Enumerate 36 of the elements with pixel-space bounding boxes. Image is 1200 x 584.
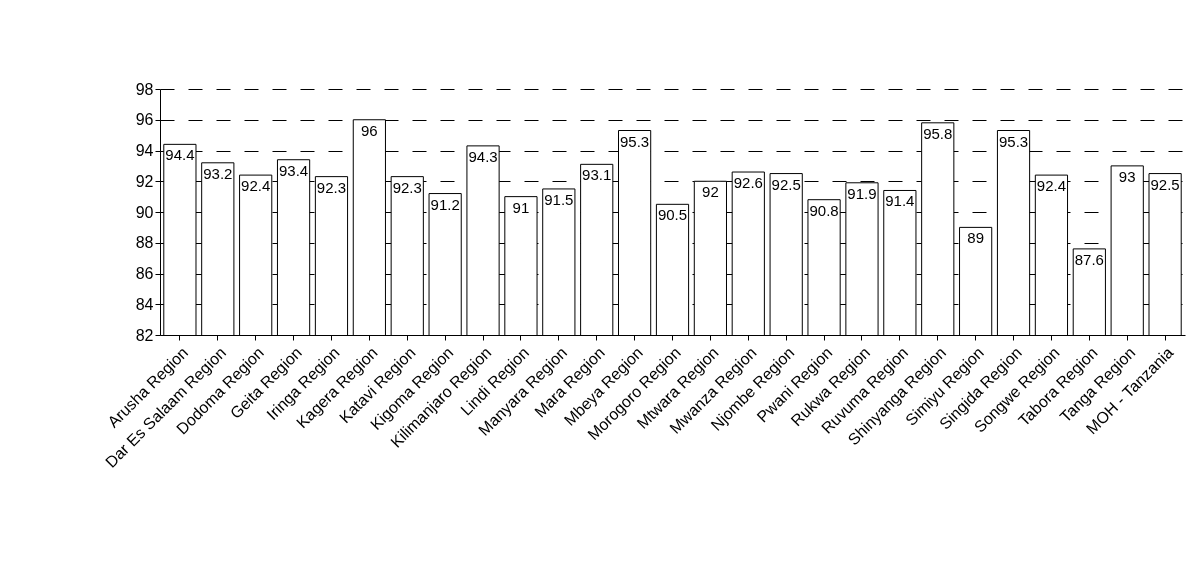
y-tick-label: 82 bbox=[135, 326, 154, 344]
data-label: 93.4 bbox=[278, 161, 309, 179]
y-tick-label: 94 bbox=[135, 142, 154, 159]
y-tick-label: 84 bbox=[135, 295, 154, 313]
y-tick-label: 92 bbox=[135, 172, 154, 190]
y-tick-label: 90 bbox=[135, 203, 154, 221]
data-label: 90.8 bbox=[809, 201, 839, 219]
data-label: 96 bbox=[361, 121, 378, 139]
data-label: 89 bbox=[967, 229, 984, 247]
data-label: 91.9 bbox=[847, 184, 877, 202]
data-label: 92.5 bbox=[771, 175, 801, 193]
y-tick-label: 86 bbox=[135, 265, 154, 282]
y-tick-label: 98 bbox=[135, 80, 154, 98]
y-tick-label: 96 bbox=[135, 111, 154, 129]
data-label: 92.6 bbox=[733, 174, 763, 192]
data-label: 94.3 bbox=[468, 147, 498, 165]
data-label: 93.1 bbox=[582, 166, 612, 184]
data-label: 95.3 bbox=[998, 132, 1029, 150]
data-label: 92.3 bbox=[316, 178, 347, 196]
data-label: 90.5 bbox=[657, 206, 688, 224]
data-label: 94.4 bbox=[165, 146, 195, 164]
data-label: 93 bbox=[1118, 167, 1136, 185]
data-label: 93.2 bbox=[203, 164, 233, 182]
data-label: 92.4 bbox=[241, 177, 271, 195]
data-label: 87.6 bbox=[1074, 250, 1104, 268]
data-label: 91.4 bbox=[885, 192, 915, 210]
data-label: 92.4 bbox=[1036, 177, 1067, 195]
data-label: 95.8 bbox=[923, 124, 953, 142]
data-label: 95.3 bbox=[620, 132, 650, 150]
y-tick-label: 88 bbox=[135, 234, 154, 252]
data-label: 92 bbox=[702, 183, 719, 201]
data-label: 91 bbox=[512, 198, 530, 216]
data-label: 92.5 bbox=[1150, 175, 1180, 193]
data-label: 92.3 bbox=[392, 178, 422, 196]
data-label: 91.5 bbox=[544, 190, 574, 208]
data-label: 91.2 bbox=[430, 195, 460, 213]
